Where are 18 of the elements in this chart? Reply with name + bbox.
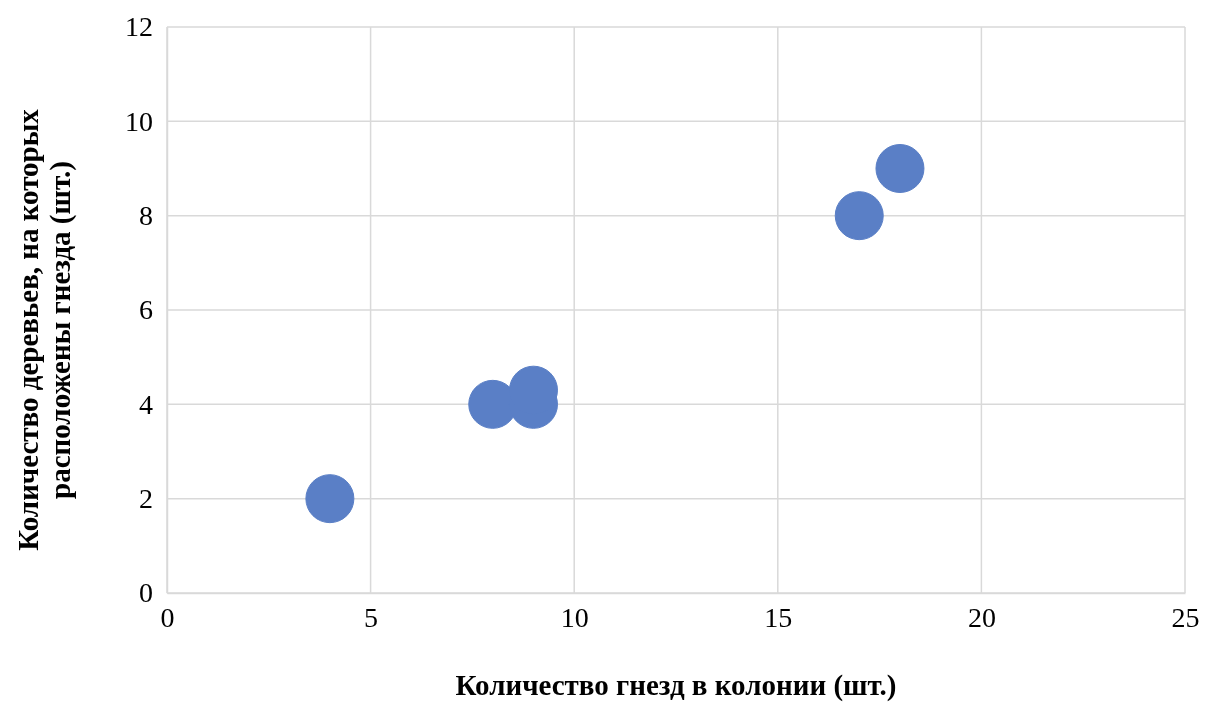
y-tick-label: 4 [139, 388, 153, 420]
y-tick-label: 0 [139, 577, 153, 609]
x-tick-label: 20 [967, 601, 996, 633]
y-tick-label: 2 [139, 483, 153, 515]
x-axis-title: Количество гнезд в колонии (шт.) [455, 669, 897, 702]
point [875, 144, 925, 193]
x-tick-label: 25 [1171, 601, 1200, 633]
x-tick-label: 10 [560, 601, 589, 633]
point [305, 474, 355, 524]
point [834, 191, 884, 241]
x-tick-label: 15 [764, 601, 793, 633]
x-tick-label: 0 [160, 601, 175, 633]
y-tick-label: 8 [139, 200, 153, 232]
y-tick-label: 10 [125, 105, 153, 137]
y-tick-label: 12 [125, 11, 153, 43]
y-axis-title: Количество деревьев, на которых расположены гнезда (шт.) [12, 108, 77, 551]
y-tick-label: 6 [139, 294, 153, 326]
x-tick-label: 5 [364, 601, 379, 633]
